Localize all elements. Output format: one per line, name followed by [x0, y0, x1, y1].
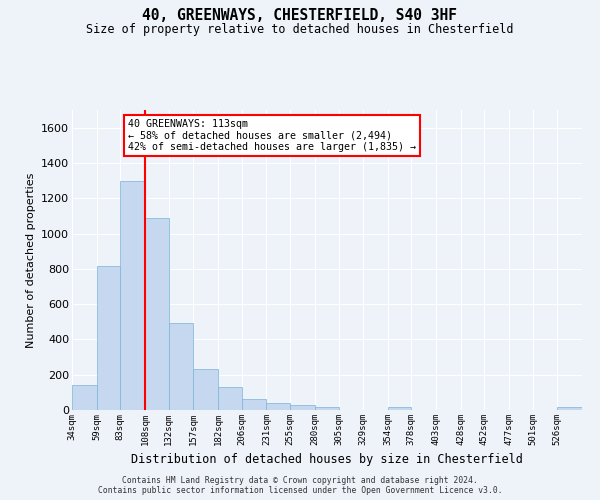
- Bar: [314, 408, 340, 410]
- Bar: [218, 387, 242, 410]
- Bar: [388, 408, 412, 410]
- Bar: [242, 398, 266, 410]
- Bar: [193, 368, 218, 410]
- Text: Contains HM Land Registry data © Crown copyright and database right 2024.
Contai: Contains HM Land Registry data © Crown c…: [98, 476, 502, 495]
- Text: Size of property relative to detached houses in Chesterfield: Size of property relative to detached ho…: [86, 22, 514, 36]
- Bar: [97, 266, 121, 410]
- Text: 40, GREENWAYS, CHESTERFIELD, S40 3HF: 40, GREENWAYS, CHESTERFIELD, S40 3HF: [143, 8, 458, 22]
- Text: 40 GREENWAYS: 113sqm
← 58% of detached houses are smaller (2,494)
42% of semi-de: 40 GREENWAYS: 113sqm ← 58% of detached h…: [128, 119, 416, 152]
- Y-axis label: Number of detached properties: Number of detached properties: [26, 172, 35, 348]
- Bar: [290, 405, 314, 410]
- Bar: [121, 182, 145, 410]
- Bar: [266, 403, 290, 410]
- Bar: [169, 322, 193, 410]
- Bar: [72, 386, 97, 410]
- Bar: [557, 408, 582, 410]
- Bar: [145, 218, 169, 410]
- Text: Distribution of detached houses by size in Chesterfield: Distribution of detached houses by size …: [131, 452, 523, 466]
